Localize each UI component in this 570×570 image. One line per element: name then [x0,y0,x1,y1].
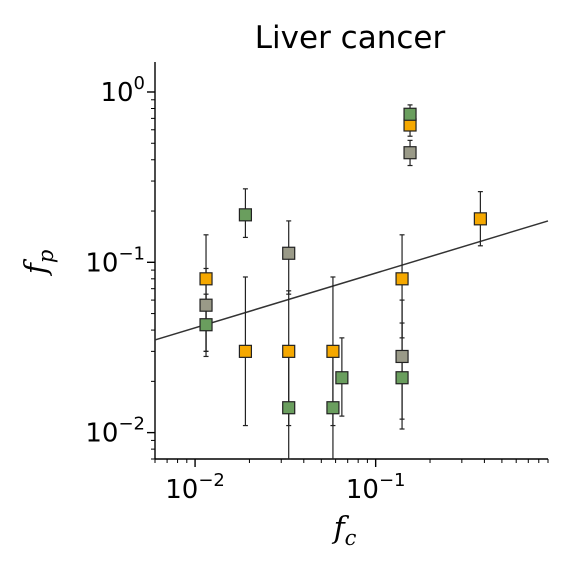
x-tick-label: 10−1 [346,470,406,505]
fit-line [154,220,549,341]
data-point-square [403,107,417,121]
data-point-square [238,344,253,358]
data-point-square [403,146,417,160]
data-point-square [395,272,409,286]
data-points [199,107,487,415]
y-tick-label: 10−2 [85,414,145,449]
x-axis-label: fc [332,511,357,550]
fit-line-group [154,220,549,341]
labels: Liver cancer 10−2 10−1 10−2 10−1 100 fc fp [19,20,445,550]
data-point-square [282,246,296,260]
data-point-square [326,401,340,415]
x-tick-label: 10−2 [165,470,225,505]
axes [147,62,549,467]
data-point-square [199,272,213,286]
data-point-square [282,344,296,358]
y-tick-label: 10−1 [85,243,145,278]
data-point-square [199,318,213,332]
data-point-square [395,349,409,364]
data-point-square [199,298,213,312]
y-axis-label: fp [19,250,58,277]
chart-title: Liver cancer [255,20,446,56]
data-point-square [282,401,296,415]
data-point-square [473,212,487,226]
error-bars [203,104,483,460]
data-point-square [335,371,349,385]
data-point-square [395,371,409,385]
y-tick-label: 100 [100,73,145,108]
data-point-square [326,344,340,358]
data-point-square [238,208,253,222]
